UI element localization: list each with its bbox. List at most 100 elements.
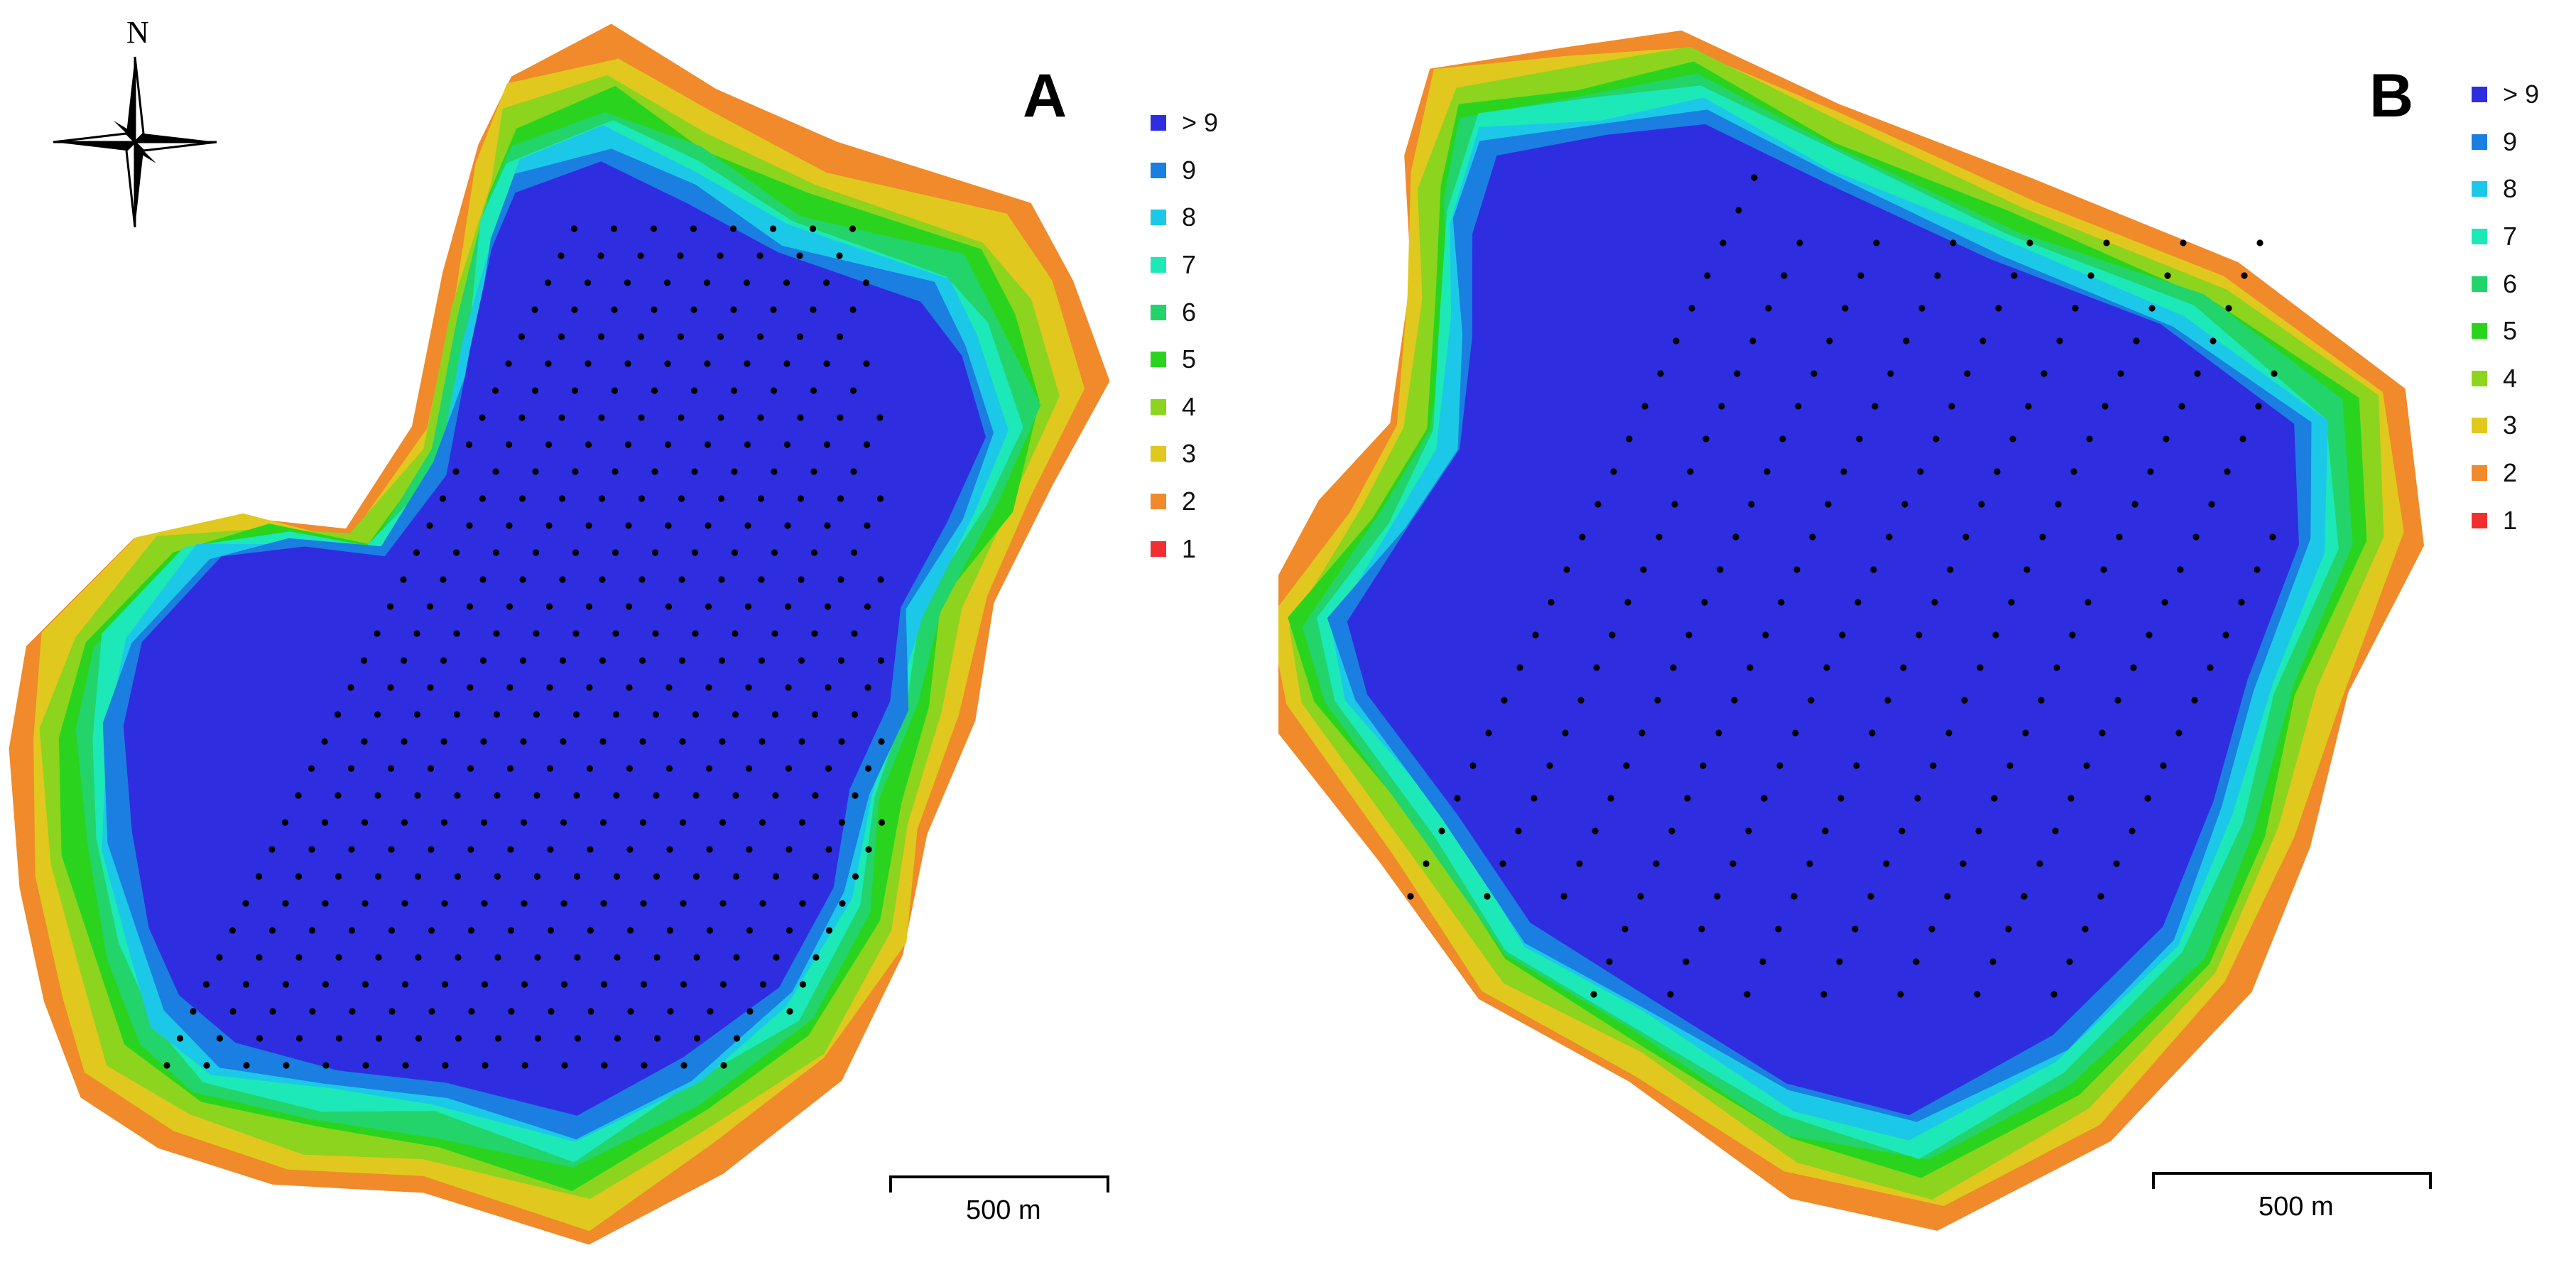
- survey-point: [2238, 599, 2245, 606]
- survey-point: [852, 873, 859, 880]
- survey-point: [1579, 533, 1586, 540]
- survey-point: [533, 792, 540, 799]
- survey-point: [1734, 370, 1741, 377]
- legend-item: 1: [2472, 496, 2539, 544]
- survey-point: [362, 900, 369, 907]
- survey-point: [2225, 305, 2232, 312]
- survey-point: [626, 765, 634, 772]
- survey-point: [2072, 305, 2079, 312]
- survey-point: [1592, 827, 1599, 835]
- survey-point: [717, 333, 724, 340]
- survey-point: [347, 765, 355, 772]
- survey-point: [1823, 664, 1830, 671]
- survey-point: [627, 1008, 634, 1015]
- survey-point: [839, 900, 846, 907]
- survey-point: [2009, 435, 2016, 442]
- survey-point: [361, 738, 368, 745]
- survey-point: [2006, 762, 2013, 769]
- survey-point: [572, 630, 580, 637]
- survey-point: [822, 279, 830, 286]
- survey-point: [2207, 664, 2214, 671]
- survey-point: [492, 468, 499, 475]
- survey-point: [666, 927, 674, 934]
- survey-point: [2130, 664, 2137, 671]
- survey-point: [811, 630, 818, 637]
- survey-point: [283, 1062, 290, 1069]
- survey-point: [757, 414, 764, 421]
- survey-point: [1485, 729, 1492, 737]
- legend-label: 2: [1182, 487, 1197, 516]
- survey-point: [491, 387, 499, 394]
- survey-point: [626, 927, 634, 934]
- survey-point: [1836, 958, 1843, 965]
- survey-point: [282, 981, 290, 988]
- survey-point: [1548, 599, 1555, 606]
- survey-point: [836, 333, 844, 340]
- survey-point: [387, 684, 394, 691]
- survey-point: [1854, 599, 1862, 606]
- survey-point: [652, 711, 660, 718]
- survey-point: [2097, 893, 2104, 900]
- survey-point: [570, 225, 578, 232]
- north-label: N: [126, 15, 149, 50]
- legend-label: 4: [1182, 391, 1197, 421]
- survey-point: [731, 468, 738, 475]
- survey-point: [455, 954, 462, 961]
- map-panel-b: B > 9 9 8 7 6 5 4 3 2 1 500 m: [1278, 0, 2576, 1282]
- survey-point: [1732, 533, 1739, 540]
- survey-point: [558, 333, 565, 340]
- survey-point: [1546, 762, 1553, 769]
- legend-swatch: [1151, 540, 1166, 557]
- survey-point: [1933, 435, 1940, 442]
- survey-point: [1975, 827, 1982, 835]
- survey-point: [481, 981, 489, 988]
- survey-point: [733, 954, 740, 961]
- survey-point: [2147, 468, 2154, 475]
- survey-point: [2133, 337, 2140, 344]
- legend-label: 3: [1182, 439, 1197, 469]
- survey-point: [799, 981, 807, 988]
- survey-point: [467, 846, 474, 853]
- survey-point: [374, 711, 381, 718]
- survey-point: [427, 765, 435, 772]
- survey-point: [574, 1035, 582, 1042]
- survey-point: [732, 873, 740, 880]
- survey-point: [546, 765, 554, 772]
- legend-label: 1: [2503, 505, 2518, 535]
- survey-point: [2180, 239, 2187, 246]
- survey-point: [465, 441, 473, 448]
- legend-label: 5: [2503, 316, 2518, 346]
- survey-point: [796, 252, 803, 259]
- survey-point: [1762, 631, 1769, 639]
- survey-point: [2271, 370, 2278, 377]
- survey-point: [203, 1062, 210, 1069]
- survey-point: [1469, 762, 1477, 769]
- legend-label: > 9: [2503, 80, 2540, 109]
- survey-point: [665, 522, 672, 529]
- survey-point: [572, 711, 580, 718]
- survey-point: [1960, 860, 1967, 867]
- survey-point: [824, 603, 832, 610]
- survey-point: [387, 765, 395, 772]
- survey-point: [719, 819, 727, 826]
- survey-point: [360, 657, 368, 664]
- legend-label: 9: [1182, 155, 1197, 185]
- survey-point: [2040, 370, 2048, 377]
- survey-point: [746, 1008, 754, 1015]
- survey-point: [506, 522, 513, 529]
- survey-point: [375, 1035, 383, 1042]
- survey-point: [480, 738, 487, 745]
- survey-point: [1992, 631, 1999, 639]
- survey-point: [466, 603, 474, 610]
- survey-point: [705, 765, 713, 772]
- survey-point: [706, 927, 714, 934]
- survey-point: [601, 1062, 608, 1069]
- survey-point: [878, 738, 885, 745]
- survey-point: [494, 792, 501, 799]
- survey-point: [770, 306, 777, 313]
- survey-point: [520, 738, 527, 745]
- survey-point: [586, 765, 594, 772]
- survey-point: [1884, 697, 1891, 704]
- survey-point: [864, 603, 871, 610]
- survey-point: [440, 576, 447, 583]
